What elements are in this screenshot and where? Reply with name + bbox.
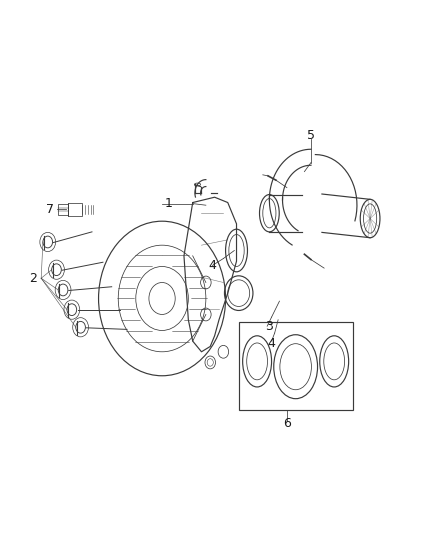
Text: 4: 4 xyxy=(268,337,276,350)
Text: 5: 5 xyxy=(307,130,315,142)
Text: 6: 6 xyxy=(283,417,291,430)
Text: 3: 3 xyxy=(265,320,273,333)
Bar xyxy=(239,322,353,410)
Text: 2: 2 xyxy=(29,272,37,285)
Bar xyxy=(68,203,82,216)
Text: 7: 7 xyxy=(46,203,54,216)
Text: 1: 1 xyxy=(165,197,173,210)
Bar xyxy=(58,204,68,215)
Text: 4: 4 xyxy=(208,259,216,272)
